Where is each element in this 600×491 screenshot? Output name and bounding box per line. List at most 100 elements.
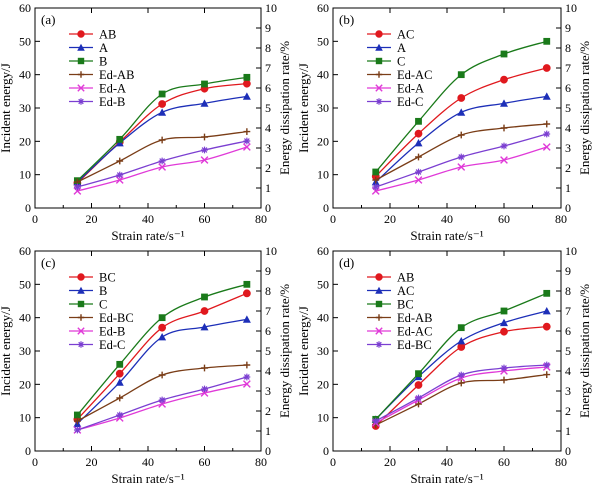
series-ed-b xyxy=(73,380,251,434)
data-point-circle xyxy=(457,94,466,102)
data-point-plus xyxy=(500,376,508,384)
y2-tick-label: 10 xyxy=(265,1,277,15)
y-tick-label: 50 xyxy=(19,34,31,48)
legend-item: Ed-AB xyxy=(367,311,432,325)
data-point-plus xyxy=(543,120,551,128)
legend-item: BC xyxy=(69,271,116,285)
y2-tick-label: 6 xyxy=(565,324,571,338)
legend-item: Ed-AB xyxy=(69,68,134,82)
legend-label: A xyxy=(397,41,406,55)
legend-label: AC xyxy=(397,284,414,298)
legend-item: B xyxy=(69,284,107,298)
y2-tick-label: 6 xyxy=(565,81,571,95)
legend-label: Ed-AB xyxy=(99,68,134,82)
legend-label: BC xyxy=(99,271,116,285)
y2-tick-label: 4 xyxy=(265,121,271,135)
chart-panel: 0 20 40 60 800102030405060012345678910Strain… xyxy=(0,1,292,243)
y-axis-label: Incident energy/J xyxy=(296,63,311,153)
legend-item: Ed-C xyxy=(69,338,125,352)
data-point-x xyxy=(242,380,251,388)
data-point-square xyxy=(158,314,166,322)
legend-label: Ed-BC xyxy=(99,311,134,325)
data-point-plus xyxy=(201,133,208,141)
y2-tick-label: 8 xyxy=(565,41,571,55)
data-point-square xyxy=(201,80,208,88)
data-point-circle xyxy=(457,343,466,351)
legend-label: C xyxy=(397,55,405,69)
x-tick-label: 60 xyxy=(199,455,211,469)
legend-marker xyxy=(77,57,85,65)
series-ed-b xyxy=(73,137,251,191)
legend-label: Ed-AC xyxy=(397,68,432,82)
series-ed-bc xyxy=(73,361,251,425)
data-point-plus xyxy=(158,371,166,379)
y2-tick-label: 8 xyxy=(265,284,271,298)
series-a xyxy=(73,92,251,186)
y2-tick-label: 2 xyxy=(565,161,571,175)
data-point-triangle xyxy=(457,337,466,345)
legend-item: Ed-B xyxy=(69,95,125,109)
data-point-circle xyxy=(242,289,251,298)
series-ed-ac xyxy=(372,120,551,184)
legend-item: Ed-BC xyxy=(69,311,134,325)
data-point-star xyxy=(201,146,208,154)
x-tick-label: 60 xyxy=(498,455,510,469)
y2-tick-label: 9 xyxy=(565,21,571,35)
legend-label: Ed-B xyxy=(99,325,125,339)
data-point-star xyxy=(457,153,465,161)
legend-item: Ed-BC xyxy=(367,338,432,352)
data-point-star xyxy=(158,157,166,165)
data-point-circle xyxy=(242,79,251,88)
legend-marker xyxy=(375,43,383,51)
series-ed-ab xyxy=(73,128,251,186)
y2-tick-label: 4 xyxy=(565,364,571,378)
y2-tick-label: 0 xyxy=(565,444,571,458)
data-point-square xyxy=(457,324,465,332)
x-axis-label: Strain rate/s⁻¹ xyxy=(111,471,184,486)
y2-tick-label: 9 xyxy=(265,21,271,35)
legend-label: C xyxy=(99,298,107,312)
series-ed-c xyxy=(73,373,251,434)
legend-marker xyxy=(77,341,85,348)
x-tick-label: 80 xyxy=(255,455,267,469)
legend-label: Ed-BC xyxy=(397,338,432,352)
x-axis-label: Strain rate/s⁻¹ xyxy=(410,471,483,486)
data-point-square xyxy=(116,360,124,368)
y-tick-label: 40 xyxy=(19,311,31,325)
y2-tick-label: 7 xyxy=(565,61,571,75)
y-axis-label: Incident energy/J xyxy=(0,306,13,396)
y-tick-label: 10 xyxy=(19,168,31,182)
data-point-star xyxy=(372,417,380,425)
x-tick-label: 20 xyxy=(86,212,98,226)
legend-item: Ed-AC xyxy=(367,68,432,82)
data-point-star xyxy=(543,130,551,138)
data-point-square xyxy=(500,50,508,58)
y2-tick-label: 1 xyxy=(265,424,271,438)
x-tick-label: 60 xyxy=(498,212,510,226)
y-tick-label: 20 xyxy=(19,377,31,391)
legend-marker xyxy=(375,286,383,294)
y2-tick-label: 7 xyxy=(265,304,271,318)
legend-item: Ed-AC xyxy=(367,325,432,339)
data-point-star xyxy=(158,396,166,404)
legend-marker xyxy=(375,314,383,321)
y2-tick-label: 1 xyxy=(565,424,571,438)
data-point-x xyxy=(242,143,251,151)
legend-label: AB xyxy=(397,271,414,285)
legend-marker xyxy=(375,71,383,78)
data-point-star xyxy=(116,411,124,419)
y2-tick-label: 8 xyxy=(565,284,571,298)
data-point-plus xyxy=(500,124,508,132)
legend-label: B xyxy=(99,55,107,69)
legend-item: BC xyxy=(367,298,414,312)
data-point-square xyxy=(543,37,551,45)
x-tick-label: 0 xyxy=(330,212,336,226)
data-point-triangle xyxy=(457,108,466,116)
y2-tick-label: 4 xyxy=(265,364,271,378)
y2-tick-label: 5 xyxy=(265,344,271,358)
y-tick-label: 30 xyxy=(317,101,329,115)
y2-axis-label: Energy dissipation rate/% xyxy=(577,41,592,175)
data-point-star xyxy=(500,364,508,372)
data-point-plus xyxy=(415,400,422,408)
legend-marker xyxy=(77,84,85,92)
